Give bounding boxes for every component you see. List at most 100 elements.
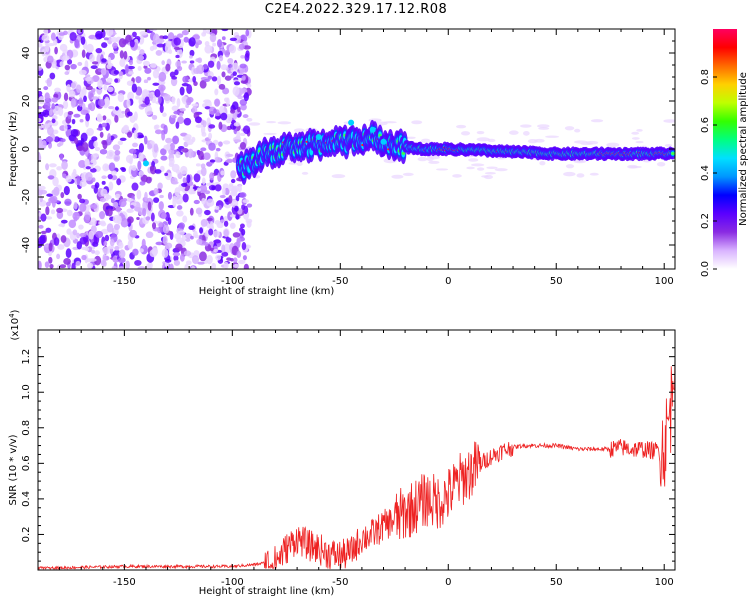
spectrogram-cell (202, 29, 207, 35)
spectrogram-cells (38, 29, 675, 269)
y-tick-label: 0 (21, 146, 32, 152)
spectrogram-cell (136, 54, 145, 61)
spectrogram-cell (242, 114, 249, 119)
spectrogram-cell (102, 115, 107, 121)
spectrogram-cell (56, 210, 64, 220)
spectrogram-cell (228, 44, 237, 54)
spectrogram-cell (428, 160, 440, 164)
spectrogram-cell (113, 50, 119, 54)
spectrogram-cell (64, 198, 72, 206)
spectrogram-cell (99, 148, 108, 155)
spectrogram-cell (101, 122, 108, 128)
spectrogram-cell (199, 227, 204, 234)
spectrogram-cell (222, 87, 230, 95)
spectrogram-cell (200, 147, 207, 152)
spectrogram-cell (98, 221, 103, 225)
spectrogram-cell (164, 259, 172, 263)
y-tick-label: 0.6 (21, 455, 32, 471)
spectrogram-cell (45, 201, 51, 207)
spectrogram-cell (123, 50, 128, 60)
spectrogram-cell (149, 29, 158, 32)
spectrogram-cell (164, 43, 171, 54)
spectrogram-cell (133, 111, 138, 121)
spectrogram-cell (183, 117, 192, 126)
spectrogram-cell (103, 37, 109, 41)
spectrogram-cell (147, 76, 152, 81)
spectrogram-cell (208, 124, 216, 129)
spectrogram-cell (125, 154, 134, 164)
spectrogram-cell (49, 195, 58, 203)
spectrogram-cell (172, 115, 177, 119)
spectrogram-cell (94, 146, 101, 152)
spectrogram-cell (91, 61, 99, 65)
spectrogram-cell (155, 49, 163, 56)
spectrogram-cell (201, 177, 206, 185)
spectrogram-cell (369, 126, 376, 133)
spectrogram-cell (628, 165, 642, 169)
spectrogram-cell (110, 170, 117, 176)
spectrogram-cell (182, 193, 189, 203)
spectrogram-cell (224, 97, 229, 103)
spectrogram-cell (116, 215, 122, 225)
spectrogram-cell (51, 103, 56, 110)
spectrogram-cell (108, 105, 115, 110)
spectrogram-cell (202, 120, 207, 128)
spectrogram-panel: -150 -100 -50 0 50 100 -40 -20 0 20 40 Height of st… (8, 28, 676, 297)
snr-series-line (38, 353, 675, 570)
spectrogram-cell (193, 199, 200, 205)
spectrogram-cell (101, 180, 106, 185)
spectrogram-cell (130, 204, 134, 209)
y-axis-multiplier: (x104) (8, 309, 21, 340)
spectrogram-cell (224, 49, 230, 58)
spectrogram-cell (222, 140, 231, 145)
spectrogram-cell (56, 166, 63, 171)
spectrogram-cell (240, 79, 248, 84)
spectrogram-cell (235, 195, 240, 202)
spectrogram-cell (76, 84, 82, 94)
spectrogram-cell (171, 105, 179, 112)
spectrogram-cell (49, 72, 56, 80)
spectrogram-cell (54, 87, 61, 93)
spectrogram-cell (136, 189, 142, 200)
spectrogram-cell (125, 260, 130, 269)
spectrogram-cell (115, 106, 119, 111)
spectrogram-cell (153, 143, 159, 153)
spectrogram-cell (161, 248, 169, 258)
spectrogram-cell (137, 266, 146, 269)
spectrogram-cell (50, 32, 56, 41)
spectrogram-cell (201, 197, 206, 205)
spectrogram-cell (118, 266, 125, 269)
spectrogram-cell (148, 93, 154, 101)
spectrogram-cell (94, 182, 100, 189)
spectrogram-cell (221, 71, 226, 78)
colorbar-label: Normalized spectral amplitude (738, 72, 749, 226)
spectrogram-cell (240, 103, 247, 111)
spectrogram-cell (157, 182, 163, 190)
spectrogram-cell (222, 186, 226, 197)
spectrogram-cell (149, 165, 155, 172)
spectrogram-cell (96, 115, 104, 123)
spectrogram-cell (195, 42, 199, 49)
spectrogram-cell (105, 29, 114, 37)
spectrogram-cell (636, 129, 643, 132)
spectrogram-cell (208, 228, 214, 236)
spectrogram-cell (138, 152, 144, 161)
spectrogram-cell (576, 173, 585, 178)
spectrogram-cell (93, 140, 98, 148)
spectrogram-cell (204, 106, 211, 110)
spectrogram-cell (181, 233, 187, 242)
spectrogram-cell (147, 143, 153, 150)
spectrogram-cell (173, 259, 181, 266)
spectrogram-cell (519, 124, 532, 128)
spectrogram-cell (169, 142, 176, 151)
spectrogram-cell (220, 219, 226, 223)
spectrogram-cell (76, 232, 80, 239)
spectrogram-cell (189, 60, 195, 64)
spectrogram-cell (145, 176, 152, 184)
spectrogram-cell (152, 69, 160, 79)
spectrogram-cell (420, 138, 431, 144)
spectrogram-cell (241, 75, 246, 81)
spectrogram-cell (38, 224, 44, 229)
colorbar-tick-label: 0.6 (700, 117, 711, 133)
spectrogram-cell (206, 198, 215, 207)
